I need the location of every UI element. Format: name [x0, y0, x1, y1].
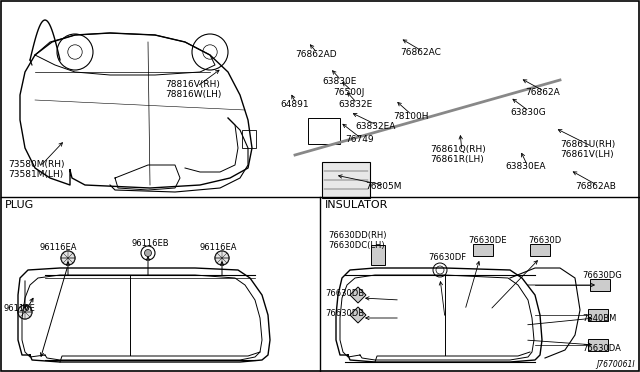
- Text: 76861Q(RH)
76861R(LH): 76861Q(RH) 76861R(LH): [430, 145, 486, 164]
- Text: 78816V(RH)
78816W(LH): 78816V(RH) 78816W(LH): [165, 80, 221, 99]
- Bar: [588, 339, 608, 351]
- Text: 78100H: 78100H: [393, 112, 429, 121]
- Bar: [473, 244, 493, 256]
- Text: 76500J: 76500J: [333, 88, 364, 97]
- Text: 76630DF: 76630DF: [428, 253, 466, 262]
- Text: 76630D: 76630D: [528, 236, 561, 245]
- Text: 76861U(RH)
76861V(LH): 76861U(RH) 76861V(LH): [560, 140, 615, 159]
- Text: 96116EA: 96116EA: [200, 243, 237, 252]
- Text: 76630DB: 76630DB: [325, 289, 364, 298]
- Bar: [371, 245, 385, 265]
- Bar: [308, 118, 340, 144]
- Circle shape: [145, 250, 152, 257]
- Bar: [588, 309, 608, 321]
- Text: 76630DG: 76630DG: [582, 271, 621, 280]
- Text: 96116EA: 96116EA: [40, 243, 77, 252]
- Bar: [322, 162, 370, 198]
- Circle shape: [18, 305, 32, 319]
- Text: 76630DD(RH)
76630DC(LH): 76630DD(RH) 76630DC(LH): [328, 231, 387, 250]
- Text: 63830EA: 63830EA: [505, 162, 545, 171]
- Bar: [242, 130, 256, 148]
- Text: 64891: 64891: [280, 100, 308, 109]
- Text: 76862AB: 76862AB: [575, 182, 616, 191]
- Polygon shape: [350, 287, 366, 303]
- Text: 76862AD: 76862AD: [295, 50, 337, 59]
- Text: 76749: 76749: [345, 135, 374, 144]
- Text: 7840BM: 7840BM: [582, 314, 616, 323]
- Text: 76630DB: 76630DB: [325, 309, 364, 318]
- Text: 73580M(RH)
73581M(LH): 73580M(RH) 73581M(LH): [8, 160, 65, 179]
- Text: PLUG: PLUG: [5, 200, 35, 210]
- Text: 63830G: 63830G: [510, 108, 546, 117]
- Bar: [590, 279, 610, 291]
- Text: 76630DA: 76630DA: [582, 344, 621, 353]
- Text: 76862AC: 76862AC: [400, 48, 441, 57]
- Text: 76805M: 76805M: [365, 182, 401, 191]
- Polygon shape: [350, 307, 366, 323]
- Text: 76630DE: 76630DE: [468, 236, 506, 245]
- Text: J7670061I: J7670061I: [596, 360, 635, 369]
- Text: 96116EB: 96116EB: [132, 239, 170, 248]
- Text: 63832E: 63832E: [338, 100, 372, 109]
- Text: 63832EA: 63832EA: [355, 122, 396, 131]
- Circle shape: [61, 251, 75, 265]
- Text: 63830E: 63830E: [322, 77, 356, 86]
- Text: INSULATOR: INSULATOR: [325, 200, 388, 210]
- Bar: [530, 244, 550, 256]
- Circle shape: [215, 251, 229, 265]
- Text: 76862A: 76862A: [525, 88, 560, 97]
- Text: 96116E: 96116E: [3, 304, 35, 313]
